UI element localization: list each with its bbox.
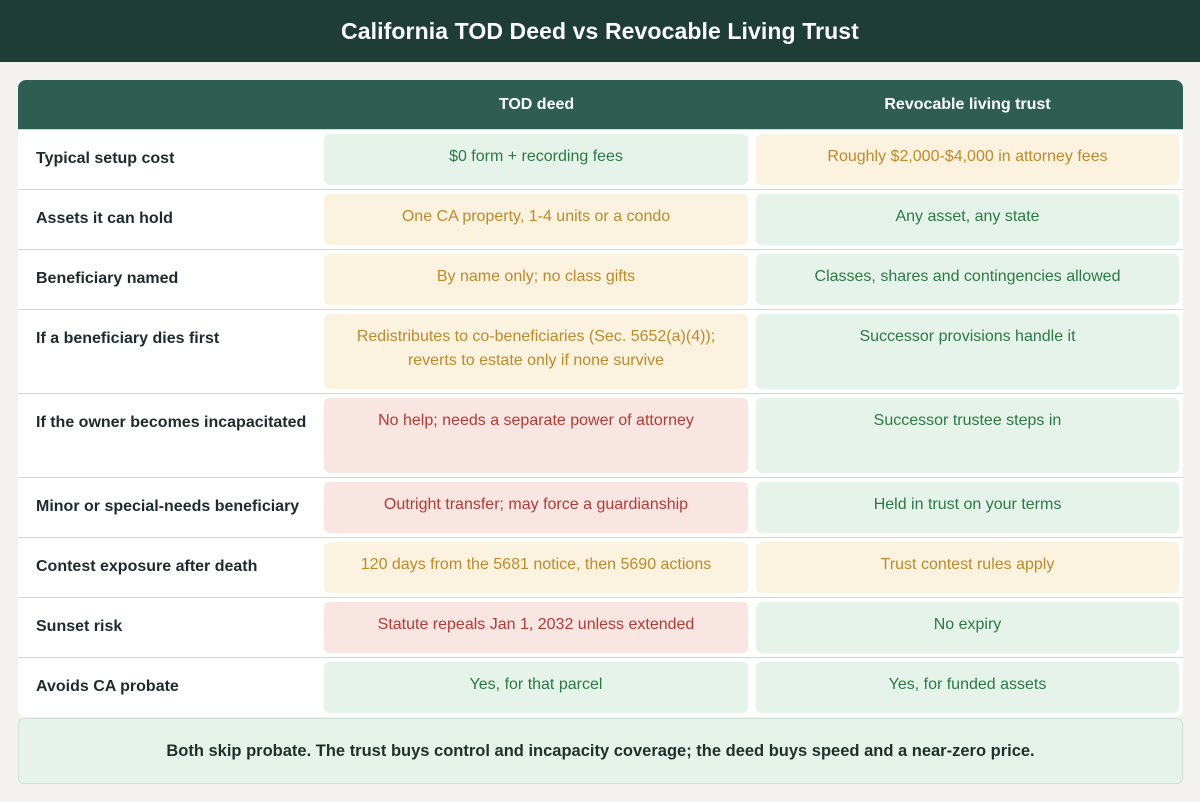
table-row-beneficiary-dies-first: If a beneficiary dies first Redistribute… — [18, 309, 1183, 393]
table-row-setup-cost: Typical setup cost $0 form + recording f… — [18, 129, 1183, 189]
trust-cell: Trust contest rules apply — [756, 542, 1179, 593]
trust-cell: Roughly $2,000-$4,000 in attorney fees — [756, 134, 1179, 185]
table-row-owner-incapacitated: If the owner becomes incapacitated No he… — [18, 393, 1183, 477]
header-col-tod-deed: TOD deed — [498, 95, 575, 113]
table-row-avoids-probate: Avoids CA probate Yes, for that parcel Y… — [18, 657, 1183, 717]
tod-cell: Redistributes to co-beneficiaries (Sec. … — [324, 314, 748, 389]
trust-cell: Yes, for funded assets — [756, 662, 1179, 713]
row-label: Assets it can hold — [36, 210, 173, 227]
page-title: California TOD Deed vs Revocable Living … — [0, 0, 1200, 62]
row-label: Sunset risk — [36, 618, 123, 635]
row-label: Beneficiary named — [36, 270, 179, 287]
summary-callout: Both skip probate. The trust buys contro… — [18, 718, 1183, 784]
row-label: Avoids CA probate — [36, 678, 179, 695]
tod-cell: Outright transfer; may force a guardians… — [324, 482, 748, 533]
header-col-living-trust: Revocable living trust — [884, 95, 1051, 113]
table-row-minor-beneficiary: Minor or special-needs beneficiary Outri… — [18, 477, 1183, 537]
row-label: Typical setup cost — [36, 150, 175, 167]
tod-cell: No help; needs a separate power of attor… — [324, 398, 748, 473]
tod-cell: Yes, for that parcel — [324, 662, 748, 713]
trust-cell: Successor provisions handle it — [756, 314, 1179, 389]
tod-cell: By name only; no class gifts — [324, 254, 748, 305]
row-label: If a beneficiary dies first — [36, 330, 220, 347]
table-row-sunset-risk: Sunset risk Statute repeals Jan 1, 2032 … — [18, 597, 1183, 657]
trust-cell: Classes, shares and contingencies allowe… — [756, 254, 1179, 305]
row-label: If the owner becomes incapacitated — [36, 414, 307, 431]
row-label: Minor or special-needs beneficiary — [36, 498, 300, 515]
tod-cell: $0 form + recording fees — [324, 134, 748, 185]
table-row-assets: Assets it can hold One CA property, 1-4 … — [18, 189, 1183, 249]
tod-cell: Statute repeals Jan 1, 2032 unless exten… — [324, 602, 748, 653]
tod-cell: One CA property, 1-4 units or a condo — [324, 194, 748, 245]
table-row-contest-exposure: Contest exposure after death 120 days fr… — [18, 537, 1183, 597]
table-row-beneficiary-named: Beneficiary named By name only; no class… — [18, 249, 1183, 309]
trust-cell: No expiry — [756, 602, 1179, 653]
tod-cell: 120 days from the 5681 notice, then 5690… — [324, 542, 748, 593]
trust-cell: Any asset, any state — [756, 194, 1179, 245]
comparison-table: TOD deed Revocable living trust Typical … — [18, 80, 1183, 717]
trust-cell: Successor trustee steps in — [756, 398, 1179, 473]
trust-cell: Held in trust on your terms — [756, 482, 1179, 533]
table-header: TOD deed Revocable living trust — [18, 80, 1183, 129]
row-label: Contest exposure after death — [36, 558, 258, 575]
